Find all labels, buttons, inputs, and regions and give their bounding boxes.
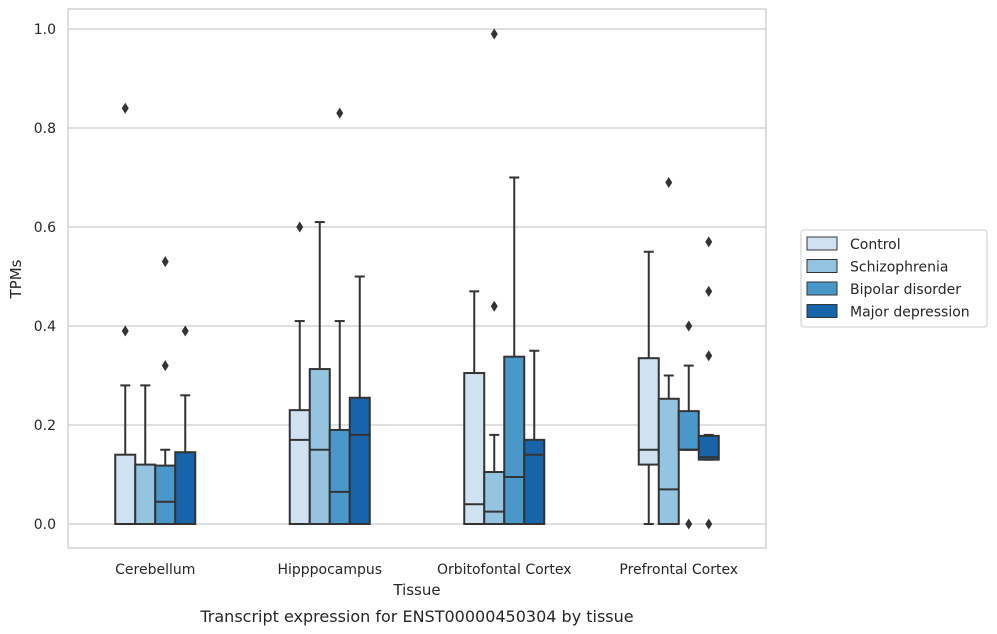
x-tick-label: Cerebellum — [115, 562, 195, 578]
y-tick-labels: 0.0 0.2 0.4 0.6 0.8 1.0 — [34, 22, 56, 533]
y-tick-label: 0.4 — [34, 319, 56, 335]
box-iqr — [677, 410, 700, 451]
legend: Control Schizophrenia Bipolar disorder Majo… — [800, 229, 988, 328]
box-bipolar-disorder — [503, 176, 526, 525]
box-control — [288, 221, 311, 525]
box-iqr — [328, 428, 351, 526]
outlier-point — [161, 256, 169, 268]
legend-swatch — [806, 304, 838, 318]
legend-label: Bipolar disorder — [850, 282, 961, 298]
chart-caption: Transcript expression for ENST0000045030… — [199, 607, 633, 626]
legend-item: Control — [806, 236, 901, 253]
outlier-point — [705, 518, 713, 530]
box-major-depression — [348, 275, 371, 525]
box-iqr — [463, 372, 486, 525]
x-axis-label: Tissue — [392, 581, 440, 599]
outlier-point — [161, 360, 169, 372]
box-iqr — [523, 438, 546, 526]
plot-frame — [67, 8, 767, 549]
x-tick-label: Hipppocampus — [277, 562, 382, 578]
box-bipolar-disorder — [328, 107, 351, 526]
legend-label: Major depression — [850, 305, 970, 321]
box-schizophrenia — [308, 221, 331, 525]
box-major-depression — [697, 236, 720, 530]
box-iqr — [154, 464, 177, 525]
outlier-point — [181, 325, 189, 337]
legend-frame — [800, 229, 988, 328]
x-tick-label: Prefrontal Cortex — [619, 562, 738, 578]
outlier-point — [705, 236, 713, 248]
box-iqr — [308, 368, 331, 525]
legend-label: Control — [850, 237, 901, 253]
legend-item: Major depression — [806, 304, 970, 321]
outlier-point — [490, 28, 498, 40]
outlier-point — [296, 221, 304, 233]
y-tick-label: 0.2 — [34, 418, 56, 434]
y-axis-label: TPMs — [7, 259, 25, 299]
box-bipolar-disorder — [677, 320, 700, 530]
x-tick-labels: Cerebellum Hipppocampus Orbitofontal Corte… — [115, 562, 738, 578]
x-tick-label: Orbitofontal Cortex — [437, 562, 572, 578]
box-iqr — [348, 396, 371, 525]
legend-swatch — [806, 236, 838, 251]
box-control — [114, 102, 137, 526]
box-groups — [114, 28, 720, 530]
y-tick-label: 0.0 — [34, 517, 56, 533]
box-iqr — [288, 409, 311, 525]
box-iqr — [134, 463, 157, 526]
outlier-point — [705, 285, 713, 297]
box-iqr — [174, 451, 197, 526]
legend-label: Schizophrenia — [850, 260, 948, 276]
legend-item: Schizophrenia — [806, 259, 948, 276]
box-iqr — [114, 453, 137, 526]
box-control — [463, 290, 486, 525]
legend-item: Bipolar disorder — [806, 281, 961, 298]
box-control — [637, 250, 660, 525]
outlier-point — [705, 350, 713, 362]
outlier-point — [685, 320, 693, 332]
outlier-point — [685, 518, 693, 530]
y-tick-label: 0.6 — [34, 220, 56, 236]
box-major-depression — [174, 325, 197, 526]
legend-swatch — [806, 281, 838, 296]
box-major-depression — [523, 349, 546, 526]
box-iqr — [483, 471, 506, 525]
legend-swatch — [806, 259, 838, 273]
box-schizophrenia — [134, 384, 157, 526]
outlier-point — [665, 176, 673, 188]
outlier-point — [490, 300, 498, 312]
y-tick-label: 1.0 — [34, 22, 56, 38]
y-tick-label: 0.8 — [34, 121, 56, 137]
box-bipolar-disorder — [154, 256, 177, 525]
outlier-point — [336, 107, 344, 119]
outlier-point — [121, 102, 129, 114]
box-schizophrenia — [657, 176, 680, 526]
box-iqr — [657, 397, 680, 526]
box-schizophrenia — [483, 28, 506, 525]
box-iqr — [697, 434, 720, 461]
box-iqr — [503, 355, 526, 525]
outlier-point — [121, 325, 129, 337]
box-iqr — [637, 357, 660, 466]
